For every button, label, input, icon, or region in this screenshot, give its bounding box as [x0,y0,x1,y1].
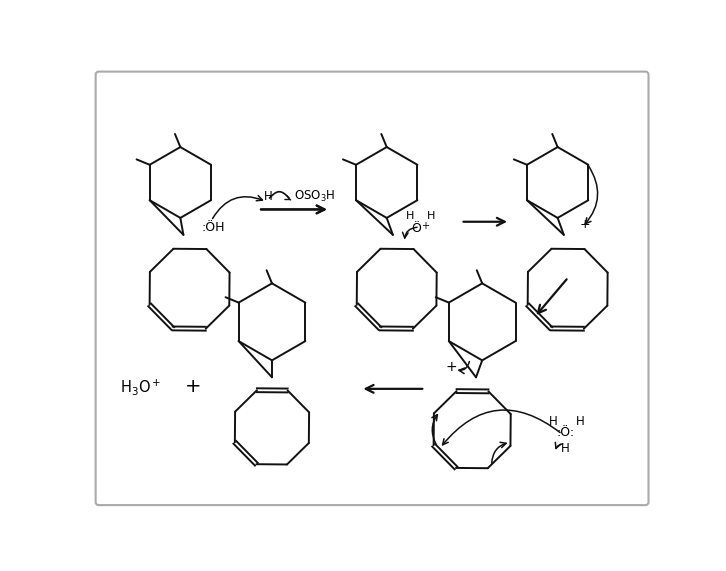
Text: H: H [427,211,436,222]
Text: :ÖH: :ÖH [202,220,225,234]
Text: H: H [576,416,585,428]
Text: +: + [184,377,201,396]
Text: H: H [406,211,414,222]
Text: H: H [561,441,570,455]
Text: H: H [264,190,272,203]
Text: +: + [446,360,457,373]
Text: H: H [549,416,558,428]
Text: H$_3$O$^+$: H$_3$O$^+$ [120,376,161,396]
Text: +: + [421,220,429,231]
Text: OSO$_3$H: OSO$_3$H [294,189,335,204]
Text: +: + [580,218,591,231]
Text: :Ö:: :Ö: [556,426,574,439]
Text: Ö: Ö [411,222,421,235]
FancyBboxPatch shape [96,71,648,505]
